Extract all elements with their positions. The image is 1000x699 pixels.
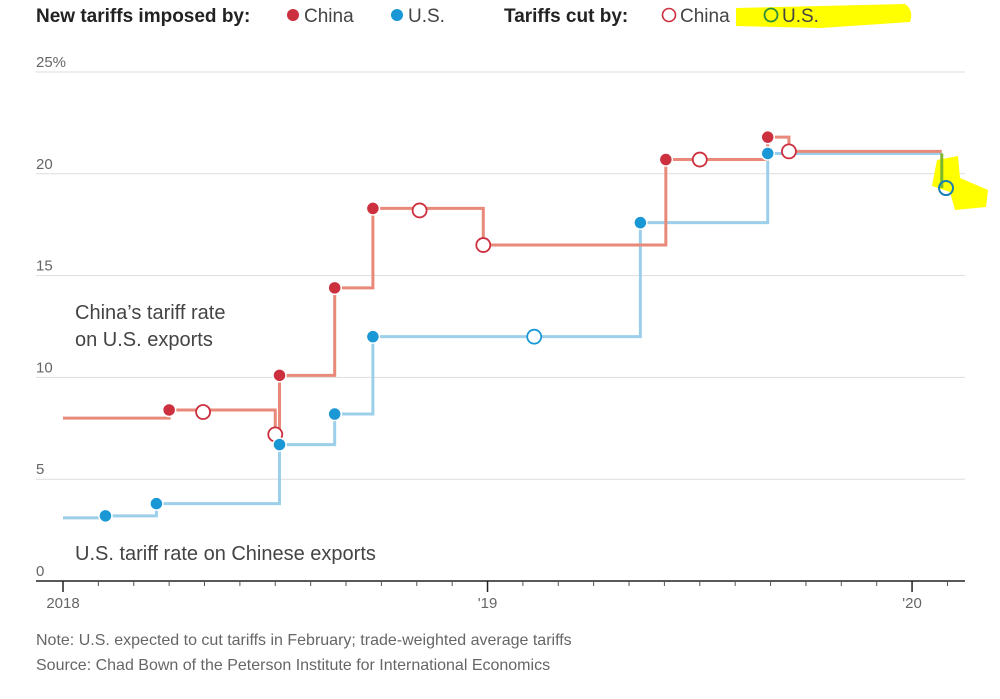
x-tick-label-'19: '19 [478, 595, 498, 612]
china-cut-marker [781, 143, 797, 160]
china-series-annotation-line-1: China’s tariff rate [75, 302, 225, 324]
x-axis-ticks: 2018 '19 '20 [46, 581, 922, 612]
legend-us-imposed-label: U.S. [408, 6, 445, 27]
china-imposed-marker [658, 152, 674, 167]
us-imposed-marker [760, 146, 775, 161]
us-imposed-marker [633, 215, 648, 230]
us-expected-cut-marker [938, 180, 955, 197]
legend-china-imposed-label: China [304, 6, 354, 27]
legend-china-cut-marker [661, 7, 677, 23]
legend-china-cut-label: China [680, 6, 730, 27]
china-cut-marker [691, 151, 708, 168]
us-series-annotation: U.S. tariff rate on Chinese exports [75, 543, 376, 565]
footer-note: Note: U.S. expected to cut tariffs in Fe… [36, 632, 572, 649]
y-tick-label-0: 0 [36, 563, 44, 580]
us-imposed-marker [327, 406, 342, 422]
us-imposed-marker [365, 329, 381, 344]
y-tick-label-10: 10 [36, 359, 53, 376]
grid [36, 71, 965, 480]
china-series-annotation-line-2: on U.S. exports [75, 329, 213, 351]
legend-us-cut-label: U.S. [782, 6, 819, 27]
y-axis-ticks: 25% 20 15 10 5 0 [36, 54, 66, 580]
china-cut-marker [195, 404, 211, 420]
event-markers [98, 129, 955, 524]
y-tick-label-20: 20 [36, 156, 53, 173]
us-series-line [63, 151, 942, 520]
us-imposed-marker [272, 437, 287, 452]
china-imposed-marker [365, 201, 381, 216]
china-imposed-marker [327, 280, 342, 296]
us-imposed-marker [98, 508, 113, 524]
us-cut-marker [526, 328, 543, 345]
x-tick-label-'20: '20 [902, 595, 922, 612]
legend: New tariffs imposed by: China U.S. Tarif… [36, 4, 912, 28]
legend-highlight [736, 4, 912, 28]
china-imposed-marker [760, 129, 775, 145]
footer-source: Source: Chad Bown of the Peterson Instit… [36, 657, 550, 674]
legend-imposed-title: New tariffs imposed by: [36, 6, 250, 27]
legend-us-cut-marker [763, 7, 779, 23]
y-tick-label-25: 25% [36, 54, 66, 71]
china-cut-marker [475, 237, 492, 253]
china-series-line [63, 135, 942, 436]
legend-us-imposed-marker [391, 9, 403, 21]
x-tick-label-2018: 2018 [46, 595, 79, 612]
y-tick-label-5: 5 [36, 461, 44, 478]
y-tick-label-15: 15 [36, 258, 53, 275]
legend-china-imposed-marker [287, 9, 299, 21]
expected-cut-highlight [932, 156, 988, 210]
china-cut-marker [411, 202, 428, 219]
china-imposed-marker [161, 402, 177, 418]
us-imposed-marker [149, 496, 164, 511]
china-imposed-marker [272, 368, 287, 383]
legend-cut-title: Tariffs cut by: [504, 6, 628, 27]
